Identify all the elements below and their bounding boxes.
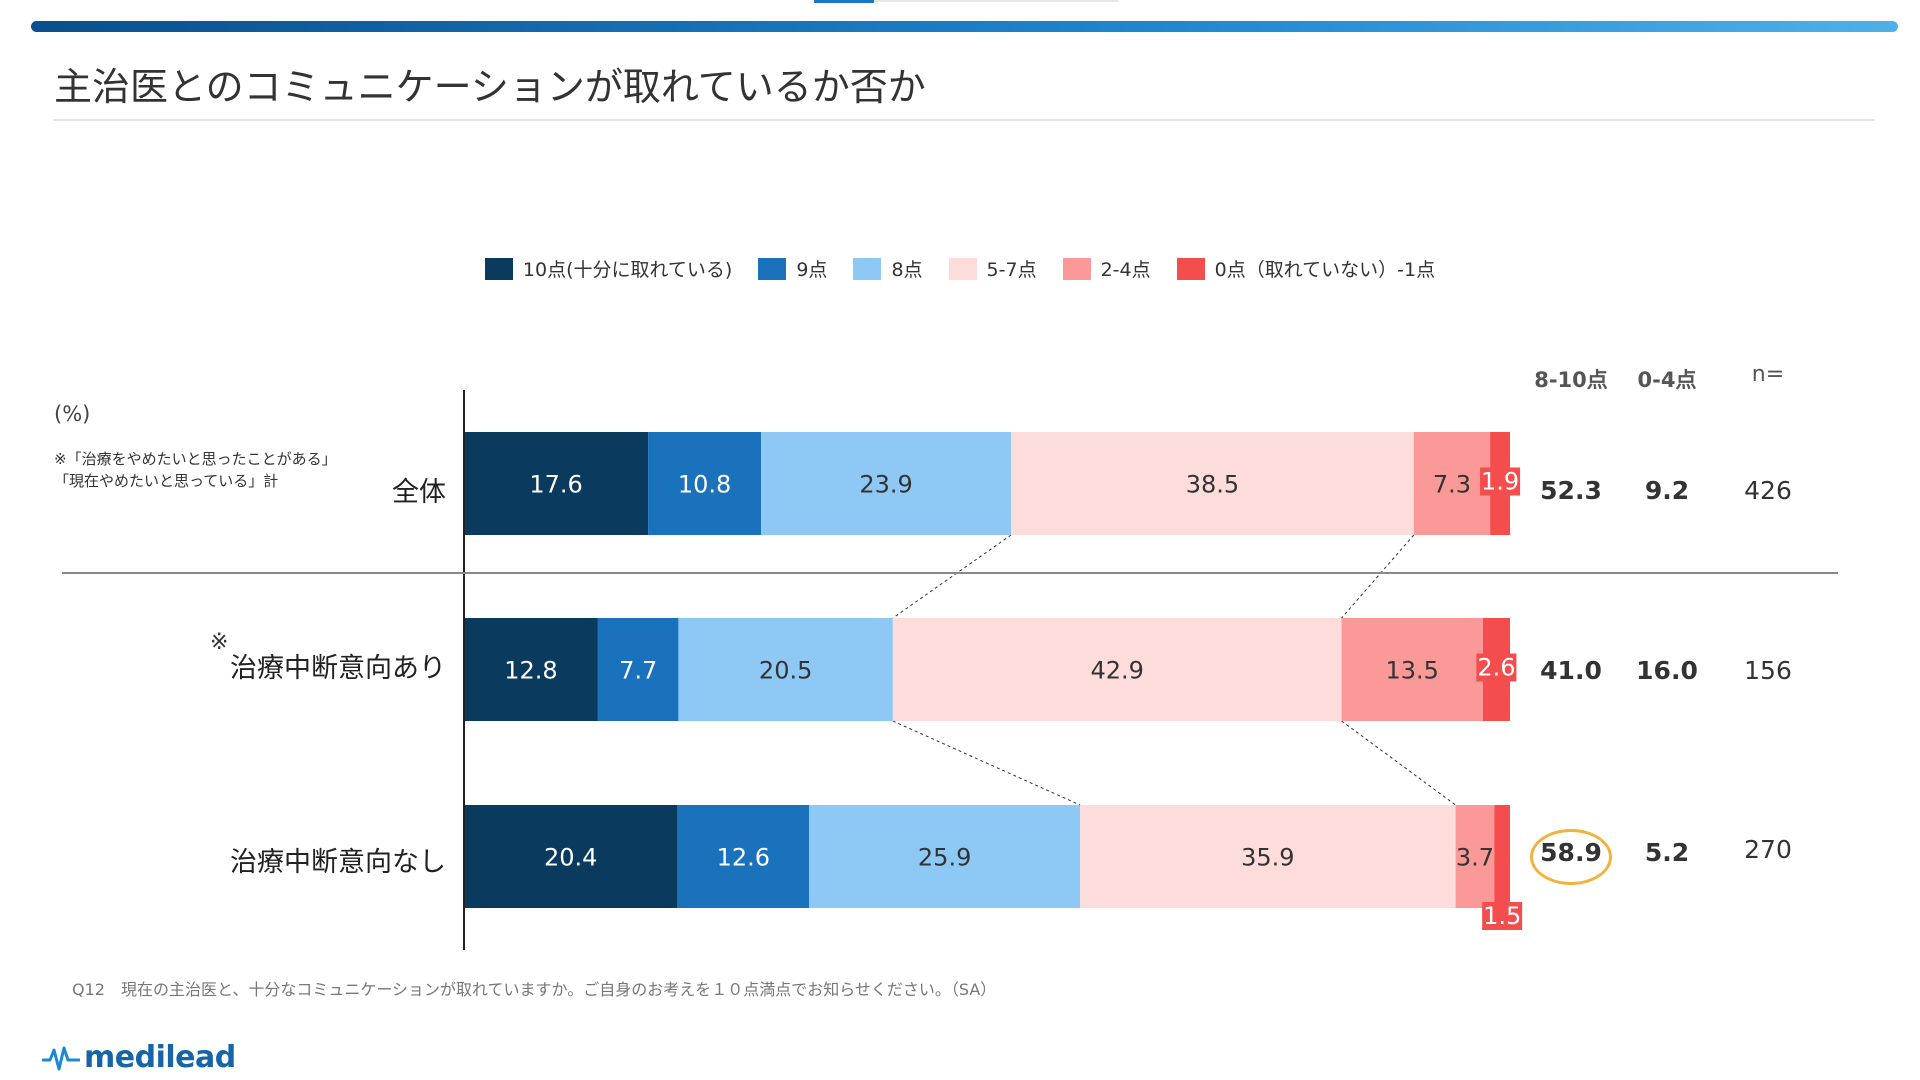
legend-item-5-7: 5-7点	[948, 255, 1037, 282]
stat-0-4-no-intend-quit: 5.2	[1644, 838, 1690, 867]
note-line: ※「治療をやめたいと思ったことがある」	[54, 450, 337, 468]
data-label: 23.9	[859, 471, 912, 499]
data-label: 1.5	[1483, 902, 1521, 930]
stat-0-4-intend-quit: 16.0	[1636, 656, 1698, 685]
legend-swatch-10	[484, 257, 513, 280]
top-tab-indicator	[814, 0, 874, 3]
bar-segment-2-4-2	[1455, 805, 1495, 908]
bar-segment-8-2	[809, 805, 1081, 908]
data-label: 13.5	[1385, 657, 1438, 685]
data-label: 17.6	[529, 471, 582, 499]
bar-segment-9-1	[597, 618, 679, 721]
title-divider	[54, 119, 1874, 121]
data-label-bg	[1476, 653, 1517, 682]
stat-0-4-all: 9.2	[1644, 476, 1690, 505]
data-label: 7.3	[1433, 471, 1471, 499]
stat-n-intend-quit: 156	[1744, 656, 1792, 685]
connector-line	[892, 720, 1081, 806]
legend-label: 8点	[891, 259, 923, 281]
asterisk-mark: ※	[210, 630, 229, 655]
top-tab-track	[814, 0, 1118, 2]
data-label: 42.9	[1091, 657, 1144, 685]
question-footnote: Q12 現在の主治医と、十分なコミュニケーションが取れていますか。ご自身のお考え…	[72, 980, 997, 999]
legend-label: 2-4点	[1100, 259, 1151, 281]
stat-8-10-intend-quit: 41.0	[1540, 656, 1602, 685]
data-label: 38.5	[1186, 471, 1239, 499]
data-label: 1.9	[1481, 468, 1519, 496]
data-label: 12.6	[717, 844, 770, 872]
data-label: 35.9	[1241, 844, 1294, 872]
brand-logo: medilead	[42, 1040, 236, 1075]
note-text: ※「治療をやめたいと思ったことがある」 「現在やめたいと思っている」計	[54, 448, 337, 492]
header-8-10: 8-10点	[1534, 368, 1608, 392]
bar-segment-10-0	[464, 432, 649, 535]
bar-segment-0-1-2	[1494, 805, 1510, 908]
legend-item-2-4: 2-4点	[1062, 255, 1151, 282]
pulse-icon	[42, 1046, 80, 1070]
data-label: 10.8	[678, 471, 731, 499]
connector-line	[1341, 534, 1415, 619]
legend-label: 9点	[796, 259, 828, 281]
connector-line	[892, 534, 1012, 619]
highlight-circle	[1530, 829, 1612, 885]
data-label: 3.7	[1456, 844, 1494, 872]
stat-n-no-intend-quit: 270	[1744, 835, 1792, 864]
legend-swatch-5-7	[948, 257, 977, 280]
chart-legend: 10点(十分に取れている) 9点 8点 5-7点 2-4点 0点（取れていない）…	[0, 255, 1920, 282]
row-label-all: 全体	[392, 477, 446, 508]
legend-item-8: 8点	[853, 255, 923, 282]
header-accent-bar	[31, 21, 1898, 32]
data-label: 25.9	[918, 844, 971, 872]
note-line: 「現在やめたいと思っている」計	[54, 472, 279, 490]
data-label: 20.4	[544, 844, 597, 872]
connector-line	[1341, 720, 1456, 806]
legend-item-0-1: 0点（取れていない）-1点	[1176, 255, 1436, 282]
legend-label: 5-7点	[986, 259, 1037, 281]
data-label: 2.6	[1477, 654, 1515, 682]
data-label: 12.8	[504, 657, 557, 685]
bar-segment-9-2	[677, 805, 810, 908]
data-label: 20.5	[759, 657, 812, 685]
bar-segment-8-1	[678, 618, 893, 721]
data-label: 7.7	[619, 657, 657, 685]
bar-segment-5-7-0	[1011, 432, 1414, 535]
bar-segment-8-0	[761, 432, 1012, 535]
bar-segment-5-7-2	[1080, 805, 1456, 908]
bar-segment-9-0	[648, 432, 762, 535]
header-n: n=	[1751, 362, 1785, 387]
header-0-4: 0-4点	[1637, 368, 1697, 392]
legend-item-10: 10点(十分に取れている)	[484, 255, 733, 282]
legend-swatch-2-4	[1062, 257, 1091, 280]
legend-label: 0点（取れていない）-1点	[1214, 259, 1436, 281]
legend-swatch-0-1	[1176, 257, 1205, 280]
bar-segment-10-1	[464, 618, 598, 721]
row-label-intend-quit: 治療中断意向あり	[230, 653, 446, 684]
bar-segment-5-7-1	[892, 618, 1342, 721]
bar-segment-10-2	[464, 805, 678, 908]
bar-segment-2-4-0	[1413, 432, 1491, 535]
bar-segment-2-4-1	[1341, 618, 1483, 721]
stat-8-10-all: 52.3	[1540, 476, 1602, 505]
stat-n-all: 426	[1744, 476, 1792, 505]
legend-swatch-8	[853, 257, 882, 280]
legend-swatch-9	[758, 257, 787, 280]
percent-unit-label: (%)	[54, 402, 91, 426]
legend-label: 10点(十分に取れている)	[522, 259, 733, 281]
data-label-bg	[1482, 902, 1523, 930]
brand-name: medilead	[84, 1040, 236, 1075]
data-label-bg	[1480, 467, 1521, 496]
row-label-no-intend-quit: 治療中断意向なし	[230, 847, 446, 878]
page-title: 主治医とのコミュニケーションが取れているか否か	[54, 65, 926, 109]
legend-item-9: 9点	[758, 255, 827, 282]
